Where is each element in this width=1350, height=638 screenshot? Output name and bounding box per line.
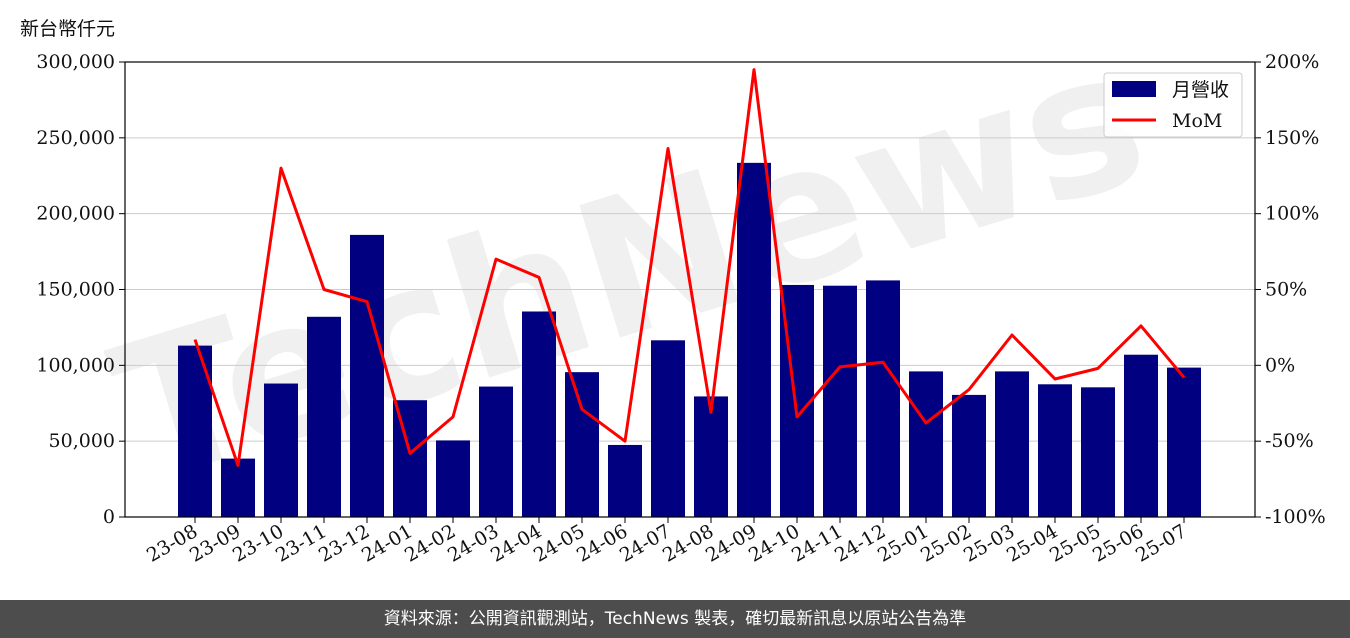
bar bbox=[565, 372, 599, 517]
bar bbox=[1167, 367, 1201, 517]
bar bbox=[522, 311, 556, 517]
left-tick-label: 300,000 bbox=[36, 51, 115, 73]
bar bbox=[866, 280, 900, 517]
right-tick-label: 50% bbox=[1265, 279, 1307, 301]
right-tick-label: 150% bbox=[1265, 127, 1319, 149]
bar bbox=[823, 285, 857, 517]
bar bbox=[436, 440, 470, 517]
left-tick-label: 100,000 bbox=[36, 354, 115, 376]
bar bbox=[1038, 384, 1072, 517]
left-tick-label: 50,000 bbox=[49, 430, 115, 452]
legend: 月營收 MoM bbox=[1103, 72, 1243, 138]
left-tick-label: 250,000 bbox=[36, 127, 115, 149]
mom-line bbox=[193, 68, 1186, 467]
bar-series bbox=[178, 162, 1201, 517]
left-tick-label: 150,000 bbox=[36, 279, 115, 301]
bar bbox=[393, 400, 427, 517]
bar bbox=[909, 371, 943, 517]
bar bbox=[221, 458, 255, 517]
mom-line-series bbox=[193, 68, 1186, 467]
bar bbox=[737, 162, 771, 517]
legend-label-revenue: 月營收 bbox=[1172, 79, 1229, 101]
source-footer: 資料來源：公開資訊觀測站，TechNews 製表，確切最新訊息以原站公告為準 bbox=[0, 600, 1350, 638]
bar bbox=[479, 386, 513, 517]
bar bbox=[1081, 387, 1115, 517]
bar bbox=[307, 316, 341, 517]
chart-canvas: TechNews 050,000100,000150,000200,000250… bbox=[36, 6, 1326, 567]
right-tick-label: -100% bbox=[1265, 506, 1326, 528]
bar bbox=[651, 340, 685, 517]
y-axis-unit-label: 新台幣仟元 bbox=[20, 18, 116, 40]
bar bbox=[608, 444, 642, 517]
x-tick-label: 25-07 bbox=[1132, 520, 1190, 566]
right-tick-label: 100% bbox=[1265, 203, 1319, 225]
bar bbox=[1124, 354, 1158, 517]
bar bbox=[952, 394, 986, 517]
legend-label-mom: MoM bbox=[1172, 110, 1222, 132]
right-tick-label: 0% bbox=[1265, 354, 1295, 376]
right-tick-label: -50% bbox=[1265, 430, 1314, 452]
bar bbox=[350, 234, 384, 517]
left-tick-label: 200,000 bbox=[36, 203, 115, 225]
bar bbox=[694, 396, 728, 517]
legend-bar-swatch bbox=[1112, 81, 1156, 97]
right-tick-label: 200% bbox=[1265, 51, 1319, 73]
bar bbox=[264, 383, 298, 517]
bar bbox=[995, 371, 1029, 517]
left-tick-label: 0 bbox=[103, 506, 115, 528]
